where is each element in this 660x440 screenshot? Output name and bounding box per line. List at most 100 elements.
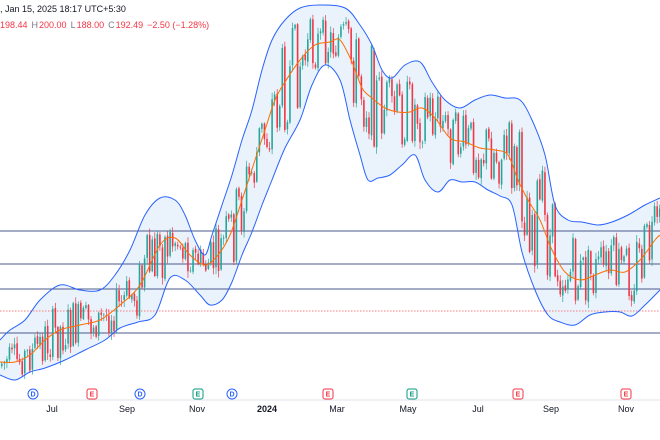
candle [286,119,289,135]
time-axis-label: May [399,404,417,414]
candle [549,228,551,282]
badge-letter: E [516,392,521,399]
candle [439,95,442,133]
earnings-badge-icon[interactable]: E [322,388,334,400]
time-axis[interactable]: Jul Sep Nov 2024 Mar May Jul Sep Nov [46,404,634,414]
candle [128,277,131,300]
candle [80,300,82,321]
candle [253,170,256,189]
candle [125,276,128,298]
dividend-badge-icon[interactable]: D [226,388,238,400]
candle [551,203,554,244]
candle [378,71,380,81]
close-label: C [108,20,115,30]
candle [184,241,187,261]
candle [118,284,120,308]
earnings-badge-icon[interactable]: E [512,388,524,400]
candle [192,247,194,275]
candle [516,145,518,191]
candle [454,108,457,124]
candle [113,315,115,337]
candle [141,263,143,290]
candle [480,158,482,185]
candle [505,128,508,160]
candle [212,235,215,275]
candle [342,21,345,30]
candle [409,77,411,90]
candle [87,304,90,325]
candle [13,337,16,356]
candle [495,148,498,164]
candle [220,233,222,271]
candle [365,111,368,133]
candle [278,104,281,131]
candle [531,209,533,256]
candle [587,245,590,309]
dividend-badge-icon[interactable]: D [27,388,39,400]
earnings-badge-icon[interactable]: E [192,388,204,400]
candle [69,307,72,353]
candle [110,314,113,340]
candle [635,235,638,295]
bollinger-middle-line [0,38,660,364]
candle [332,28,335,59]
candle [54,302,57,334]
candle [386,80,388,117]
candle [233,212,235,266]
time-axis-label: Nov [618,404,635,414]
candle [595,252,597,299]
earnings-badge-icon[interactable]: E [86,388,98,400]
candle [21,357,23,377]
candle [511,120,513,194]
time-axis-label: Mar [329,404,345,414]
candle [419,118,421,150]
candle [340,24,342,39]
candle [363,96,365,132]
candle [623,254,625,264]
candle [97,311,100,341]
candle [482,153,485,167]
badge-letter: E [624,392,629,399]
candle [337,34,340,58]
candle [225,211,227,244]
badge-letter: E [410,392,415,399]
candle [434,112,437,139]
badge-letter: D [229,392,234,399]
candle [523,216,526,242]
candle [513,143,516,192]
badge-letter: D [30,392,35,399]
candle [355,32,358,108]
earnings-badge-icon[interactable]: E [406,388,418,400]
candle [59,325,62,366]
candle [470,121,472,131]
candle [49,349,52,362]
low-label: L [70,20,76,30]
candle [16,336,18,362]
dividend-badge-icon[interactable]: D [134,388,146,400]
candle [324,15,327,66]
candle [488,126,490,142]
bollinger-lower-line [0,64,660,381]
candle [648,221,651,265]
candle [437,90,439,121]
earnings-badge-icon[interactable]: E [620,388,632,400]
candle [227,213,230,222]
candle [235,187,238,264]
candle [317,27,319,72]
candle [628,243,630,301]
candle [426,95,429,120]
candle [411,82,414,144]
candle [457,112,460,158]
candle [161,244,164,285]
candle [176,241,179,250]
candle [564,279,567,293]
candle [582,256,584,266]
candle [335,45,337,58]
candle [605,244,607,272]
candle [592,273,595,296]
candle [166,231,169,264]
candle [143,254,146,292]
